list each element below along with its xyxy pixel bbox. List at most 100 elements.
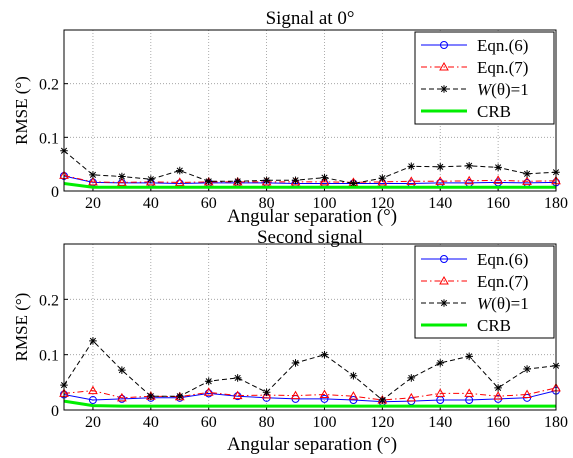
data-point <box>88 385 98 395</box>
data-point <box>435 176 446 185</box>
data-point <box>88 396 97 405</box>
chart-panel-1: 20 40 60 80 100 120 140 160 180 0 0.1 0.2 Signal at … <box>12 8 568 227</box>
data-point <box>464 388 475 397</box>
x-axis-label: Angular separation (°) <box>227 206 397 227</box>
data-point <box>348 391 359 400</box>
x-tick-label: 40 <box>143 414 159 431</box>
data-point <box>262 176 271 185</box>
data-point <box>118 366 126 374</box>
data-point <box>117 392 127 402</box>
data-point <box>261 176 272 186</box>
data-point <box>436 359 445 367</box>
legend-label: Eqn.(7) <box>477 58 528 77</box>
data-point <box>175 166 184 175</box>
data-point <box>493 175 503 184</box>
data-point <box>349 179 358 188</box>
data-point <box>147 392 155 400</box>
series-crb <box>63 182 556 189</box>
data-point <box>291 176 300 185</box>
legend-marker <box>440 299 448 307</box>
legend-marker <box>439 275 449 285</box>
legend-marker <box>439 61 449 71</box>
data-point <box>522 389 532 399</box>
data-point <box>494 163 502 172</box>
data-point <box>118 172 126 181</box>
data-point <box>465 161 473 170</box>
x-tick-label: 140 <box>428 195 452 212</box>
legend-item: W(θ)=1 <box>421 294 529 313</box>
data-point <box>378 174 387 182</box>
data-point <box>407 162 416 171</box>
data-point <box>89 171 97 179</box>
x-tick-label: 20 <box>85 414 101 431</box>
legend-item: CRB <box>421 316 511 335</box>
data-point <box>117 394 126 403</box>
data-point <box>204 177 213 186</box>
series-line <box>63 340 557 401</box>
data-point <box>494 384 502 392</box>
data-point <box>349 371 358 380</box>
x-tick-label: 140 <box>428 414 452 431</box>
legend-item: W(θ)=1 <box>421 80 529 99</box>
x-tick-label: 180 <box>544 414 568 431</box>
series-line <box>63 182 556 189</box>
series-line <box>63 399 556 408</box>
data-point <box>89 337 97 345</box>
legend-label: CRB <box>477 102 511 121</box>
data-point <box>522 176 532 185</box>
x-tick-label: 100 <box>312 195 336 212</box>
data-point <box>233 392 242 401</box>
y-tick-label: 0.1 <box>39 130 59 147</box>
data-point <box>320 394 329 403</box>
x-tick-label: 120 <box>370 414 394 431</box>
data-point <box>523 170 531 178</box>
legend-marker <box>440 85 448 93</box>
series-w-1 <box>60 146 560 188</box>
data-point <box>204 389 213 398</box>
series-line <box>63 174 557 183</box>
data-point <box>291 359 300 367</box>
data-point <box>290 390 301 400</box>
legend-marker <box>440 41 448 49</box>
series-line <box>63 175 557 185</box>
data-point <box>406 176 417 185</box>
series-line <box>63 387 557 401</box>
x-tick-label: 180 <box>544 195 568 212</box>
x-tick-label: 160 <box>486 195 510 212</box>
legend-label: W(θ)=1 <box>477 294 529 313</box>
data-point <box>290 176 301 186</box>
legend-label: Eqn.(6) <box>477 250 528 269</box>
data-point <box>320 173 329 182</box>
y-tick-label: 0 <box>51 403 59 420</box>
data-point <box>465 352 473 361</box>
axes-frame <box>63 243 557 411</box>
data-point <box>88 176 98 186</box>
legend-label: W(θ)=1 <box>477 80 529 99</box>
x-tick-label: 120 <box>370 195 394 212</box>
data-point <box>117 177 127 186</box>
legend: Eqn.(6) Eqn.(7) W(θ)=1 CRB <box>414 31 555 125</box>
y-axis-label: RMSE (°) <box>12 76 31 145</box>
series-line <box>63 150 557 185</box>
y-tick-label: 0.1 <box>39 348 59 365</box>
series-line <box>63 390 557 403</box>
x-tick-label: 20 <box>85 195 101 212</box>
data-point <box>320 350 329 359</box>
legend-label: Eqn.(6) <box>477 36 528 55</box>
data-point <box>464 175 475 185</box>
chart-title: Second signal <box>257 227 363 248</box>
x-axis-label: Angular separation (°) <box>227 434 397 455</box>
x-tick-label: 80 <box>259 195 275 212</box>
legend-box <box>414 31 555 125</box>
x-tick-label: 60 <box>201 195 217 212</box>
x-tick-label: 80 <box>259 414 275 431</box>
legend-label: CRB <box>477 316 511 335</box>
data-point <box>233 177 242 186</box>
data-point <box>319 389 330 399</box>
data-point <box>233 374 242 382</box>
x-tick-label: 60 <box>201 414 217 431</box>
legend-item: Eqn.(6) <box>421 250 528 269</box>
data-point <box>377 176 388 186</box>
data-point <box>523 365 531 373</box>
